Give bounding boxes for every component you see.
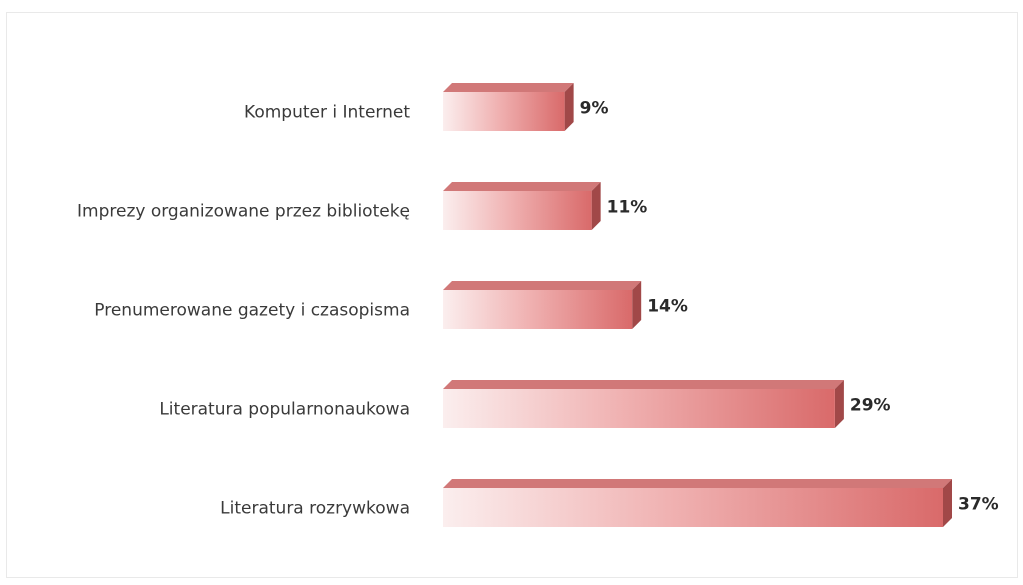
bar [443, 92, 565, 131]
bars-layer: Komputer i Internet 9% Imprezy organizowan… [77, 83, 999, 527]
category-label: Imprezy organizowane przez bibliotekę [77, 202, 410, 222]
bar-side-face [632, 281, 642, 329]
data-label: 14% [647, 297, 688, 317]
category-label: Komputer i Internet [244, 103, 410, 123]
bar-group: Literatura popularnonaukowa 29% [159, 380, 891, 428]
bar-top-face [443, 182, 601, 191]
bar-top-face [443, 83, 574, 92]
bar [443, 488, 943, 527]
bar-top-face [443, 479, 952, 488]
bar [443, 290, 633, 329]
data-label: 37% [958, 495, 999, 515]
data-label: 29% [850, 396, 891, 416]
bar-group: Prenumerowane gazety i czasopisma 14% [94, 281, 688, 329]
bar-side-face [834, 380, 844, 428]
bar-group: Komputer i Internet 9% [244, 83, 608, 131]
bar-group: Imprezy organizowane przez bibliotekę 11% [77, 182, 647, 230]
bar-top-face [443, 380, 844, 389]
bar [443, 191, 592, 230]
bar-group: Literatura rozrywkowa 37% [220, 479, 999, 527]
bar-side-face [564, 83, 574, 131]
bar-side-face [591, 182, 601, 230]
bar-top-face [443, 281, 642, 290]
category-label: Literatura rozrywkowa [220, 499, 410, 519]
data-label: 11% [607, 198, 648, 218]
category-label: Literatura popularnonaukowa [159, 400, 410, 420]
bar-side-face [943, 479, 952, 527]
data-label: 9% [580, 99, 609, 119]
bar [443, 389, 835, 428]
chart-frame [6, 12, 1018, 578]
category-label: Prenumerowane gazety i czasopisma [94, 301, 410, 321]
